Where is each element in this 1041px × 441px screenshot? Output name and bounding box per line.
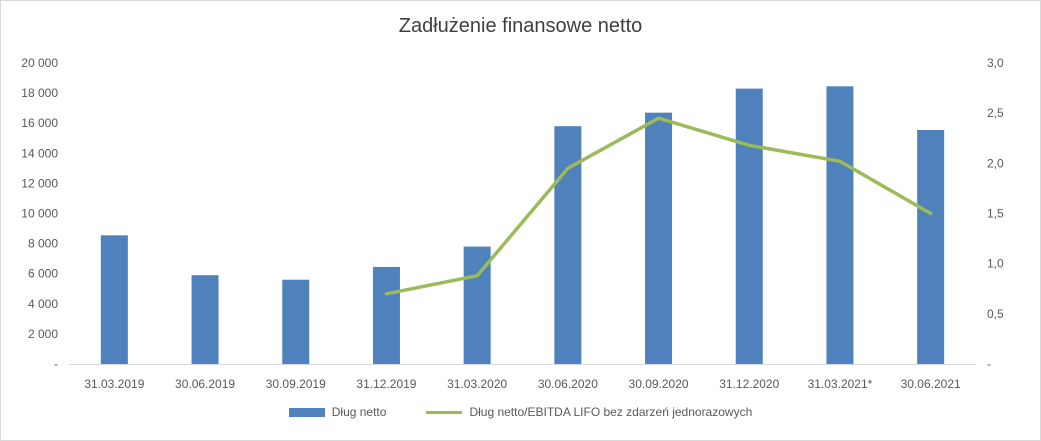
bar <box>917 129 945 364</box>
legend: Dług netto Dług netto/EBITDA LIFO bez zd… <box>1 405 1040 419</box>
x-tick-label: 30.06.2020 <box>538 377 598 391</box>
bar <box>645 112 673 364</box>
y-right-tick-label: - <box>987 357 991 371</box>
legend-label-line: Dług netto/EBITDA LIFO bez zdarzeń jedno… <box>469 405 753 419</box>
y-right-tick-label: 0,5 <box>987 307 1004 321</box>
chart-title: Zadłużenie finansowe netto <box>398 15 643 37</box>
x-tick-label: 30.09.2019 <box>266 377 326 391</box>
series-line <box>384 116 933 296</box>
bar <box>554 126 582 365</box>
y-left-tick-label: 14 000 <box>21 146 58 160</box>
bar <box>100 235 128 364</box>
bar <box>735 88 763 365</box>
y-left-tick-label: 20 000 <box>21 56 58 70</box>
legend-item-line: Dług netto/EBITDA LIFO bez zdarzeń jedno… <box>426 405 752 419</box>
x-tick-label: 31.12.2020 <box>719 377 779 391</box>
y-left-tick-label: 4 000 <box>28 297 58 311</box>
legend-item-bars: Dług netto <box>288 405 387 419</box>
y-right-tick-label: 3,0 <box>987 56 1004 70</box>
y-left-tick-label: 16 000 <box>21 116 58 130</box>
y-left-tick-label: 18 000 <box>21 86 58 100</box>
y-left-tick-label: 8 000 <box>28 237 58 251</box>
x-tick-label: 30.06.2021 <box>901 377 961 391</box>
x-tick-label: 31.03.2021* <box>808 377 873 391</box>
legend-swatch-bar <box>288 407 325 417</box>
legend-swatch-line <box>426 410 463 414</box>
y-left-tick-label: 2 000 <box>28 327 58 341</box>
bar <box>282 279 310 364</box>
y-right-tick-label: 2,5 <box>987 106 1004 120</box>
y-left-tick-label: 12 000 <box>21 176 58 190</box>
x-tick-label: 31.12.2019 <box>356 377 416 391</box>
x-tick-label: 30.09.2020 <box>629 377 689 391</box>
y-right-tick-label: 1,5 <box>987 207 1004 221</box>
y-left-tick-label: 6 000 <box>28 267 58 281</box>
bar <box>372 266 400 364</box>
y-right-tick-label: 1,0 <box>987 257 1004 271</box>
y-right-tick-label: 2,0 <box>987 156 1004 170</box>
x-tick-label: 31.03.2019 <box>84 377 144 391</box>
y-left-tick-label: 10 000 <box>21 207 58 221</box>
legend-label-bars: Dług netto <box>331 405 387 419</box>
bar <box>191 275 219 364</box>
y-left-tick-label: - <box>54 357 58 371</box>
x-tick-label: 30.06.2019 <box>175 377 235 391</box>
bar <box>826 86 854 364</box>
x-tick-label: 31.03.2020 <box>447 377 507 391</box>
